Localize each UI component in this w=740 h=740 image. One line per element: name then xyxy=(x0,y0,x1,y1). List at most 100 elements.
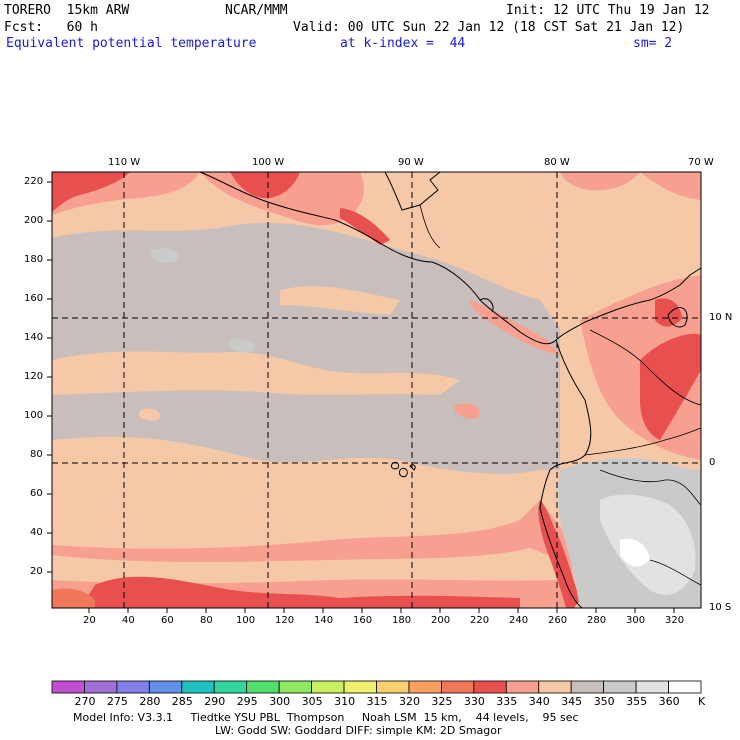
field-region-335-south xyxy=(80,576,520,608)
bottom-label: 140 xyxy=(314,615,334,626)
colorbar-swatch xyxy=(408,680,442,694)
field-name: Equivalent potential temperature xyxy=(6,36,257,51)
colorbar-unit: K xyxy=(698,695,706,708)
left-label: 140 xyxy=(24,332,44,343)
colorbar-swatch xyxy=(570,680,605,694)
field-speckle-3 xyxy=(139,408,161,421)
top-label-70w: 70 W xyxy=(688,157,714,168)
left-label: 100 xyxy=(24,410,44,421)
bottom-label: 300 xyxy=(626,615,646,626)
bottom-label: 60 xyxy=(161,615,174,626)
colorbar-level-label: 300 xyxy=(269,695,291,708)
right-label-10s: 10 S xyxy=(709,602,732,613)
field-tongue-345 xyxy=(52,351,460,395)
bottom-label: 80 xyxy=(200,615,213,626)
field-strip-335-peru xyxy=(538,500,580,608)
field-spot-335-maracaibo xyxy=(655,298,682,327)
field-region-above-360 xyxy=(620,538,650,567)
theta-e-field xyxy=(52,172,701,608)
bottom-label: 220 xyxy=(470,615,490,626)
model-title: TORERO 15km ARW xyxy=(4,3,130,18)
field-region-360-andes xyxy=(600,494,696,595)
left-label: 220 xyxy=(24,176,44,187)
colorbar-level-label: 315 xyxy=(366,695,388,708)
colorbar-swatch xyxy=(473,680,507,694)
colorbar-level-label: 350 xyxy=(593,695,615,708)
field-region-340-caribbean xyxy=(560,172,640,191)
top-label-110w: 110 W xyxy=(108,157,141,168)
left-label: 160 xyxy=(24,293,44,304)
bottom-label: 100 xyxy=(236,615,256,626)
field-tongue-345-south xyxy=(52,548,560,584)
colorbar-swatch xyxy=(505,680,540,694)
colorbar-level-label: 275 xyxy=(106,695,128,708)
tick-marks xyxy=(47,181,675,613)
colorbar-swatch xyxy=(603,680,637,694)
colorbar-level-label: 320 xyxy=(399,695,420,708)
left-label: 200 xyxy=(24,215,44,226)
colorbar-level-label: 305 xyxy=(301,695,323,708)
top-label-80w: 80 W xyxy=(544,157,570,168)
colorbar-level-label: 285 xyxy=(171,695,193,708)
colorbar-level-label: 340 xyxy=(528,695,550,708)
colorbar-level-label: 335 xyxy=(496,695,518,708)
field-region-335-mexico xyxy=(230,172,300,199)
physics-info: LW: Godd SW: Goddard DIFF: simple KM: 2D… xyxy=(215,724,502,737)
colorbar-swatch xyxy=(84,680,118,694)
colorbar-swatch xyxy=(278,680,312,694)
left-label: 40 xyxy=(30,527,43,538)
field-speckle-2 xyxy=(229,339,255,353)
field-region-340-ne xyxy=(640,172,701,200)
left-label: 80 xyxy=(30,449,43,460)
smoothing-label: sm= 2 xyxy=(633,36,673,51)
colorbar-swatch xyxy=(635,680,669,694)
field-region-335-nw xyxy=(52,172,130,212)
forecast-hour: Fcst: 60 h xyxy=(4,20,98,35)
colorbar-swatch xyxy=(343,680,377,694)
colorbar-level-label: 310 xyxy=(334,695,356,708)
colorbar-swatch xyxy=(538,680,572,694)
colorbar-swatch xyxy=(668,680,702,694)
coastlines xyxy=(199,171,702,609)
right-label-0: 0 xyxy=(709,457,716,468)
right-label-10n: 10 N xyxy=(709,312,733,323)
bottom-label: 280 xyxy=(587,615,607,626)
init-time: Init: 12 UTC Thu 19 Jan 12 xyxy=(506,3,710,18)
colorbar-swatch xyxy=(440,680,475,694)
bottom-label: 120 xyxy=(275,615,295,626)
colorbar-level-label: 270 xyxy=(74,695,96,708)
field-region-335-sw xyxy=(52,588,95,608)
level-label: at k-index = 44 xyxy=(340,36,466,51)
colorbar-level-label: 360 xyxy=(658,695,680,708)
colorbar-level-label: 355 xyxy=(626,695,648,708)
bottom-label: 40 xyxy=(122,615,135,626)
bottom-label: 240 xyxy=(509,615,529,626)
field-region-350-north xyxy=(52,253,300,305)
colorbar-swatch xyxy=(311,680,345,694)
field-spot-335-guatemala xyxy=(340,208,390,245)
colorbar-level-label: 345 xyxy=(561,695,583,708)
bottom-label: 200 xyxy=(431,615,451,626)
colorbar-swatch xyxy=(213,680,248,694)
colorbar-swatch xyxy=(376,680,410,694)
left-label: 180 xyxy=(24,254,44,265)
colorbar xyxy=(51,680,702,694)
left-label: 20 xyxy=(30,566,43,577)
organization-label: NCAR/MMM xyxy=(225,3,288,18)
model-info: Model Info: V3.3.1 Tiedtke YSU PBL Thomp… xyxy=(73,711,579,724)
colorbar-swatch xyxy=(181,680,215,694)
valid-time: Valid: 00 UTC Sun 22 Jan 12 (18 CST Sat … xyxy=(293,20,685,35)
bottom-label: 180 xyxy=(392,615,412,626)
colorbar-level-label: 295 xyxy=(236,695,258,708)
plot-frame xyxy=(51,171,702,609)
graticule xyxy=(52,172,701,608)
colorbar-level-label: 280 xyxy=(139,695,161,708)
left-label: 120 xyxy=(24,371,44,382)
field-tongue-345-b xyxy=(280,286,400,315)
colorbar-level-label: 330 xyxy=(463,695,485,708)
left-label: 60 xyxy=(30,488,43,499)
bottom-label: 160 xyxy=(353,615,373,626)
colorbar-swatch xyxy=(51,680,85,694)
top-label-90w: 90 W xyxy=(398,157,424,168)
